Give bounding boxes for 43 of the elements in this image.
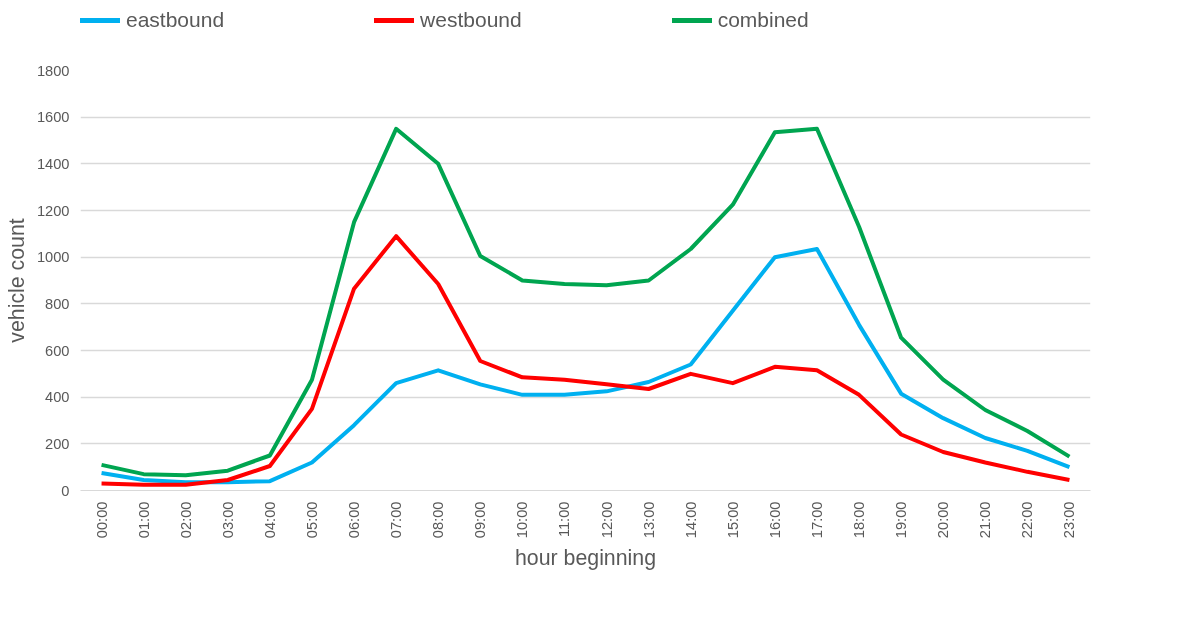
- y-tick-label: 800: [45, 295, 70, 312]
- x-tick-label: 03:00: [219, 501, 236, 539]
- x-tick-label: 18:00: [851, 501, 868, 539]
- x-tick-label: 19:00: [893, 501, 910, 539]
- x-tick-label: 09:00: [472, 501, 489, 539]
- y-tick-label: 1800: [36, 62, 70, 79]
- legend-item: eastbound: [80, 5, 225, 35]
- x-tick-label: 21:00: [977, 501, 994, 539]
- y-tick-label: 0: [61, 482, 70, 499]
- x-tick-label: 17:00: [808, 501, 825, 539]
- y-tick-label: 200: [45, 435, 70, 452]
- x-tick-label: 05:00: [303, 501, 320, 539]
- x-tick-label: 04:00: [261, 501, 278, 539]
- legend-label: combined: [717, 7, 809, 33]
- y-tick-label: 1600: [36, 109, 70, 126]
- x-tick-label: 06:00: [346, 501, 363, 539]
- x-tick-label: 15:00: [724, 501, 741, 539]
- x-tick-label: 00:00: [93, 501, 110, 539]
- x-tick-label: 22:00: [1019, 501, 1036, 539]
- x-tick-label: 20:00: [935, 501, 952, 539]
- x-tick-label: 01:00: [135, 501, 152, 539]
- line-series: [99, 126, 1072, 478]
- x-tick-label: 11:00: [556, 501, 573, 538]
- x-tick-label: 12:00: [598, 501, 615, 539]
- y-tick-label: 1400: [36, 155, 70, 172]
- y-tick-label: 1200: [36, 202, 70, 219]
- y-axis-title: vehicle count: [4, 218, 29, 343]
- x-tick-label: 10:00: [514, 501, 531, 539]
- x-tick-label: 14:00: [682, 501, 699, 539]
- x-tick-label: 13:00: [640, 501, 657, 539]
- legend-item: westbound: [374, 5, 522, 35]
- legend-item: combined: [671, 5, 809, 35]
- x-tick-label: 07:00: [388, 501, 405, 539]
- x-tick-label: 23:00: [1061, 501, 1078, 539]
- x-axis-title: hour beginning: [514, 546, 657, 571]
- y-tick-label: 1000: [36, 249, 70, 266]
- x-tick-label: 16:00: [766, 501, 783, 539]
- x-tick-label: 02:00: [177, 501, 194, 539]
- x-tick-label: 08:00: [430, 501, 447, 539]
- y-tick-label: 400: [45, 389, 70, 406]
- legend-label: westbound: [420, 7, 522, 33]
- y-tick-label: 600: [45, 342, 70, 359]
- legend-label: eastbound: [126, 7, 225, 33]
